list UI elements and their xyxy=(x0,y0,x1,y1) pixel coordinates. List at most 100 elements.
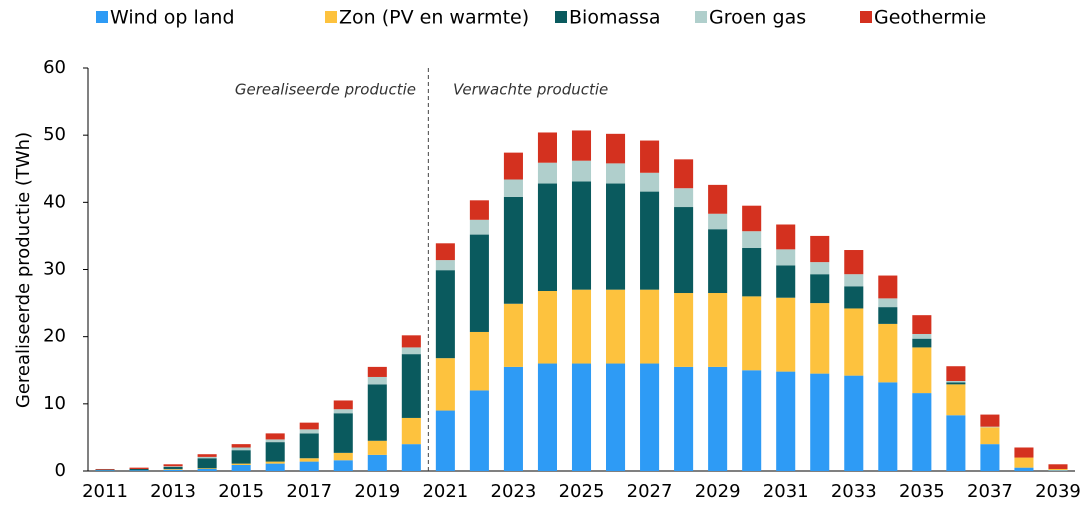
y-tick-label: 0 xyxy=(55,460,66,481)
bar-segment xyxy=(810,303,830,374)
bar-segment xyxy=(333,413,353,453)
bar-segment xyxy=(742,370,762,471)
bar-segment xyxy=(674,188,694,208)
bar-segment xyxy=(571,289,592,364)
x-tick-label: 2021 xyxy=(422,481,468,502)
bar-segment xyxy=(708,366,728,471)
bar-segment xyxy=(640,289,660,364)
x-tick-label: 2017 xyxy=(286,481,332,502)
bar-segment xyxy=(606,163,626,184)
bar-segment xyxy=(231,444,251,448)
bar-segment xyxy=(265,461,285,464)
bar-segment xyxy=(674,207,694,294)
y-tick-label: 60 xyxy=(43,57,66,78)
bar-segment xyxy=(878,298,898,308)
bar-segment xyxy=(878,307,898,324)
bar-segment xyxy=(95,469,115,471)
bar-segment xyxy=(197,468,217,469)
bar-segment xyxy=(878,323,898,383)
bar-segment xyxy=(265,463,285,471)
bar-segment xyxy=(912,338,932,348)
bar-segment xyxy=(265,442,285,462)
x-tick-label: 2019 xyxy=(354,481,400,502)
x-tick-label: 2011 xyxy=(82,481,128,502)
bar-segment xyxy=(469,331,489,391)
bar-segment xyxy=(401,444,421,471)
bar-segment xyxy=(810,235,830,263)
bar-segment xyxy=(980,426,1000,428)
bar-segment xyxy=(844,308,864,376)
bar-segment xyxy=(401,347,421,355)
bar-segment xyxy=(776,297,796,372)
bar-segment xyxy=(503,366,523,471)
bar-segment xyxy=(231,447,251,451)
bar-segment xyxy=(435,358,455,411)
bar-segment xyxy=(503,152,523,180)
bar-segment xyxy=(810,274,830,304)
bar-segment xyxy=(265,439,285,443)
bar-segment xyxy=(844,375,864,471)
bar-segment xyxy=(231,464,251,471)
annotation: Verwachte productie xyxy=(453,81,608,99)
bar-segment xyxy=(163,466,183,467)
bar-segment xyxy=(367,454,387,471)
bar-segment xyxy=(129,467,149,469)
x-tick-label: 2035 xyxy=(899,481,945,502)
bar-segment xyxy=(912,333,932,339)
bar-segment xyxy=(571,181,592,290)
bar-segment xyxy=(265,433,285,440)
bar-segment xyxy=(299,461,319,471)
bar-segment xyxy=(401,417,421,445)
bar-segment xyxy=(129,468,149,471)
bar-segment xyxy=(708,229,728,294)
bar-segment xyxy=(708,213,728,230)
bar-segment xyxy=(367,366,387,377)
bar-segment xyxy=(674,293,694,367)
x-tick-label: 2013 xyxy=(150,481,196,502)
bar-segment xyxy=(401,335,421,348)
bar-segment xyxy=(503,179,523,197)
bar-segment xyxy=(946,380,966,383)
bar-segment xyxy=(878,275,898,299)
bar-segment xyxy=(299,422,319,430)
bar-segment xyxy=(197,468,217,471)
bar-segment xyxy=(367,376,387,385)
x-tick-label: 2039 xyxy=(1035,481,1081,502)
bar-segment xyxy=(503,196,523,304)
y-tick-label: 10 xyxy=(43,393,66,414)
bar-segment xyxy=(299,458,319,462)
bar-segment xyxy=(95,470,115,471)
bar-segment xyxy=(946,366,966,381)
bar-segment xyxy=(980,414,1000,427)
bar-segment xyxy=(333,452,353,461)
x-tick-label: 2015 xyxy=(218,481,264,502)
bar-segment xyxy=(537,162,557,184)
bar-segment xyxy=(333,400,353,410)
bar-segment xyxy=(674,159,694,189)
bar-segment xyxy=(435,260,455,271)
bar-segment xyxy=(231,450,251,464)
x-tick-label: 2031 xyxy=(763,481,809,502)
bar-segment xyxy=(946,384,966,416)
bar-segment xyxy=(571,363,592,471)
bar-segment xyxy=(197,454,217,457)
legend-swatch xyxy=(860,11,872,23)
bar-segment xyxy=(163,464,183,467)
bar-segment xyxy=(1014,467,1034,471)
bar-segment xyxy=(469,200,489,220)
legend-swatch xyxy=(695,11,707,23)
bar-segment xyxy=(537,363,557,471)
bar-segment xyxy=(912,315,932,334)
bar-segment xyxy=(606,289,626,364)
x-tick-label: 2027 xyxy=(627,481,673,502)
bar-segment xyxy=(1048,468,1068,471)
bar-segment xyxy=(946,382,966,385)
y-tick-label: 50 xyxy=(43,124,66,145)
bar-segment xyxy=(571,160,592,182)
bar-segment xyxy=(810,373,830,471)
bar-segment xyxy=(435,410,455,471)
bar-segment xyxy=(810,262,830,275)
bar-segment xyxy=(1048,470,1068,471)
bar-segment xyxy=(742,296,762,371)
